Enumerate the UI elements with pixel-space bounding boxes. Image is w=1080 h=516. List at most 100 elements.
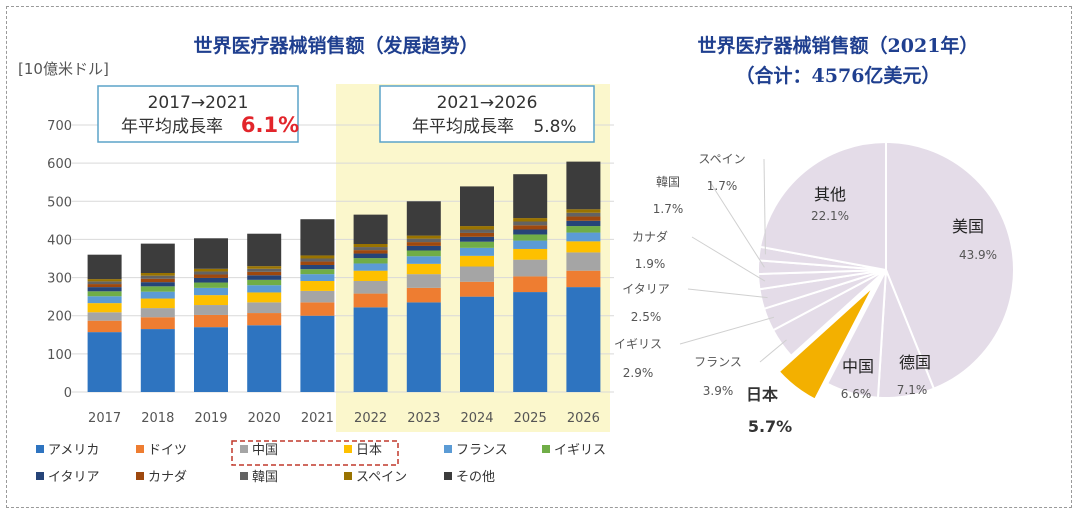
bar-segment-イギリス-2024 — [460, 241, 494, 248]
bar-segment-その他-2018 — [140, 243, 175, 273]
bar-segment-その他-2022 — [353, 214, 388, 245]
bar-segment-日本-2023 — [406, 263, 441, 275]
bar-segment-カナダ-2022 — [353, 250, 388, 254]
bar-segment-中国-2025 — [513, 259, 548, 277]
legend-swatch-イタリア — [36, 472, 44, 480]
bar-segment-韓国-2026 — [566, 212, 601, 217]
bar-segment-その他-2024 — [460, 186, 494, 227]
cagr-label: 年平均成長率 — [412, 117, 514, 137]
legend-swatch-韓国 — [240, 472, 248, 480]
pie-label-カナダ: カナダ — [632, 229, 668, 244]
x-tick-label: 2022 — [354, 411, 387, 426]
bar-segment-スペイン-2020 — [247, 266, 282, 269]
y-tick-label: 400 — [47, 233, 72, 248]
bar-segment-韓国-2019 — [194, 271, 228, 275]
x-tick-label: 2025 — [514, 411, 547, 426]
legend-label-スペイン: スペイン — [356, 470, 407, 485]
pie-chart-subtitle: （合计：4576亿美元） — [736, 64, 941, 87]
bar-segment-ドイツ-2021 — [300, 302, 335, 316]
bar-segment-スペイン-2024 — [460, 226, 494, 230]
legend-label-日本: 日本 — [356, 443, 382, 458]
pie-value-日本: 5.7% — [748, 417, 792, 436]
pie-label-イタリア: イタリア — [622, 282, 670, 296]
bar-segment-中国-2022 — [353, 281, 388, 294]
pie-label-スペイン: スペイン — [698, 152, 745, 166]
bar-segment-その他-2020 — [247, 233, 282, 267]
pie-value-美国: 43.9% — [959, 248, 997, 262]
x-tick-label: 2026 — [567, 411, 600, 426]
pie-leader-line — [709, 181, 765, 268]
x-tick-label: 2018 — [141, 411, 174, 426]
bar-segment-カナダ-2018 — [140, 278, 175, 283]
bar-segment-イギリス-2020 — [247, 279, 282, 286]
x-tick-label: 2021 — [301, 411, 334, 426]
bar-segment-フランス-2024 — [460, 247, 494, 256]
bar-segment-中国-2024 — [460, 266, 494, 282]
legend-label-その他: その他 — [456, 470, 495, 485]
bar-segment-その他-2017 — [87, 254, 122, 280]
bar-segment-スペイン-2018 — [140, 272, 175, 276]
pie-leader-line — [763, 158, 766, 255]
legend-highlight-box — [231, 440, 399, 466]
y-tick-label: 700 — [47, 119, 72, 134]
bar-segment-アメリカ-2017 — [87, 332, 122, 392]
bar-segment-フランス-2022 — [353, 263, 388, 271]
bar-segment-ドイツ-2025 — [513, 276, 548, 293]
legend-label-フランス: フランス — [456, 443, 508, 458]
pie-value-カナダ: 1.9% — [635, 257, 666, 271]
bar-chart-title: 世界医疗器械销售额（发展趋势） — [193, 34, 478, 57]
y-tick-label: 200 — [47, 310, 72, 325]
bar-segment-フランス-2018 — [140, 291, 175, 299]
cagr-annotation-box — [379, 85, 595, 143]
pie-value-スペイン: 1.7% — [707, 179, 738, 193]
bar-segment-イタリア-2020 — [247, 275, 282, 280]
bar-segment-カナダ-2020 — [247, 271, 282, 276]
bar-segment-アメリカ-2022 — [353, 307, 388, 392]
bar-segment-イタリア-2022 — [353, 253, 388, 259]
bar-plot-area: 0 100 200 300 400 500 600 700 2017 2018 2019 2020 20… — [36, 84, 614, 485]
bar-segment-スペイン-2021 — [300, 255, 335, 259]
figure-frame — [6, 6, 1072, 508]
cagr-annotation-box — [97, 85, 299, 143]
pie-label-德国: 德国 — [899, 353, 931, 372]
bar-segment-アメリカ-2023 — [406, 302, 441, 392]
bar-segment-スペイン-2022 — [353, 244, 388, 248]
x-tick-label: 2023 — [407, 411, 440, 426]
legend-label-イタリア: イタリア — [48, 470, 99, 485]
pie-label-フランス: フランス — [694, 355, 742, 369]
x-tick-label: 2017 — [88, 411, 121, 426]
bar-segment-フランス-2025 — [513, 240, 548, 249]
bar-segment-イタリア-2026 — [566, 220, 601, 227]
bar-segment-中国-2021 — [300, 290, 335, 303]
y-tick-label: 500 — [47, 195, 72, 210]
pie-value-イギリス: 2.9% — [623, 366, 654, 380]
pie-slice-其他 — [758, 140, 887, 272]
bar-segment-ドイツ-2026 — [566, 270, 601, 288]
bar-segment-フランス-2019 — [194, 287, 228, 296]
bar-segment-イタリア-2019 — [194, 277, 228, 283]
pie-value-韓国: 1.7% — [653, 202, 684, 216]
cagr-period: 2021→2026 — [437, 93, 538, 113]
bar-segment-日本-2022 — [353, 270, 388, 282]
bar-segment-韓国-2018 — [140, 275, 175, 279]
pie-slice-中国 — [825, 269, 887, 399]
bar-segment-ドイツ-2020 — [247, 313, 282, 326]
x-tick-label: 2019 — [194, 411, 227, 426]
bar-segment-イギリス-2019 — [194, 282, 228, 288]
legend-label-イギリス: イギリス — [554, 443, 606, 458]
bar-segment-ドイツ-2017 — [87, 320, 122, 333]
pie-value-其他: 22.1% — [811, 209, 849, 223]
legend-swatch-中国 — [240, 445, 248, 453]
bar-segment-イギリス-2025 — [513, 234, 548, 241]
legend-swatch-その他 — [444, 472, 452, 480]
bar-segment-日本-2017 — [87, 303, 122, 313]
bar-segment-その他-2023 — [406, 201, 441, 236]
bar-segment-スペイン-2026 — [566, 209, 601, 213]
pie-slice-日本 — [777, 285, 875, 401]
legend-swatch-ドイツ — [136, 445, 144, 453]
bar-segment-中国-2018 — [140, 308, 175, 318]
legend-label-中国: 中国 — [252, 443, 278, 458]
legend-label-カナダ: カナダ — [148, 470, 187, 485]
bar-segment-日本-2019 — [194, 295, 228, 306]
